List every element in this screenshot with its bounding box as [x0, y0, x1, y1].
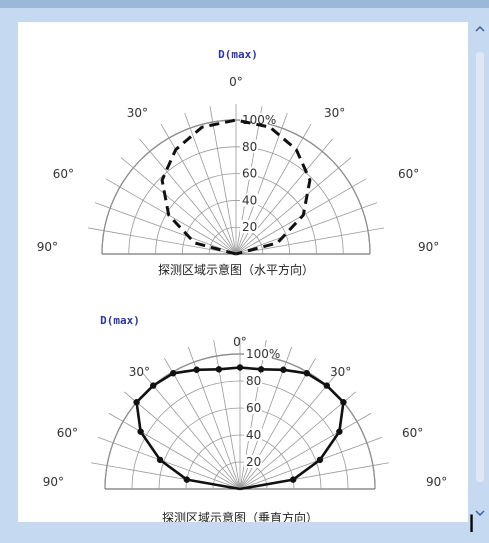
grid-spoke [235, 202, 378, 255]
data-point [215, 366, 223, 373]
data-point [316, 456, 324, 464]
grid-spoke [88, 227, 237, 255]
data-point [257, 366, 265, 373]
grid-spoke [213, 340, 241, 490]
scroll-up-icon[interactable] [475, 24, 485, 34]
grid-spoke [105, 178, 237, 255]
tick-label-bg [240, 166, 258, 180]
angle-label: 60° [57, 426, 78, 440]
image-panel: D(max) 20 40 60 80 100% 0° 30° 30° 60° 60° 90° 90° … [18, 22, 475, 538]
grid-spoke [235, 227, 384, 255]
grid-spoke [239, 372, 338, 490]
data-point [137, 428, 144, 435]
angle-label: 0° [229, 75, 243, 89]
angle-label: 60° [53, 167, 74, 181]
grid-spoke [160, 123, 237, 255]
data-point [340, 399, 347, 406]
angle-label: 30° [129, 365, 150, 379]
series-line [160, 118, 312, 256]
grid-spoke [239, 436, 383, 490]
radial-tick-label: 100% [246, 347, 280, 361]
angle-label: 30° [324, 106, 345, 120]
data-point [156, 456, 164, 464]
grid-spoke [209, 106, 237, 255]
data-point [289, 476, 297, 483]
data-point [303, 370, 311, 377]
grid-spoke [97, 436, 241, 490]
data-point [133, 399, 140, 406]
grid-spoke [94, 202, 237, 255]
radial-tick-label: 60 [242, 167, 257, 181]
grid-spoke [235, 138, 333, 255]
tick-label-bg [244, 401, 262, 414]
radial-tick-label: 100% [242, 113, 276, 127]
text-cursor-icon: I [468, 510, 476, 538]
vertical-scrollbar[interactable] [474, 22, 486, 522]
scrollbar-thumb[interactable] [476, 52, 484, 482]
tick-label-bg [240, 193, 258, 207]
grid-spoke [239, 413, 372, 490]
data-point [193, 366, 200, 373]
data-point [336, 428, 343, 435]
chart-title: D(max) [218, 48, 258, 61]
tick-label-bg [244, 374, 262, 387]
radial-tick-label: 40 [246, 428, 261, 442]
angle-label: 60° [398, 167, 419, 181]
data-point [150, 382, 157, 389]
chart-caption: 探测区域示意图（垂直方向） [162, 510, 318, 522]
tick-label-bg [240, 220, 258, 234]
data-point [169, 370, 177, 377]
radial-tick-label: 80 [246, 374, 261, 388]
angle-label: 90° [43, 475, 64, 489]
grid-spoke [235, 157, 352, 255]
angle-label: 30° [330, 365, 351, 379]
angle-label: 30° [127, 106, 148, 120]
radial-tick-label: 80 [242, 140, 257, 154]
angle-label: 0° [233, 335, 247, 349]
window-top-bar [0, 0, 489, 8]
angle-label: 90° [37, 240, 58, 254]
grid-spoke [108, 413, 241, 490]
radial-tick-label: 60 [246, 401, 261, 415]
grid-spoke [239, 391, 357, 490]
tick-label-bg [240, 139, 258, 153]
angle-label: 90° [418, 240, 439, 254]
angle-label: 90° [426, 475, 447, 489]
grid-spoke [164, 357, 241, 490]
grid-spoke [142, 372, 241, 490]
grid-spoke [139, 138, 237, 255]
chart-title: D(max) [100, 314, 140, 327]
grid-spoke [120, 157, 237, 255]
data-point [280, 366, 287, 373]
angle-label: 60° [402, 426, 423, 440]
data-point [183, 476, 191, 483]
grid-spoke [123, 391, 241, 490]
data-point [323, 382, 330, 389]
tick-label-bg [244, 455, 262, 468]
chart-caption: 探测区域示意图（水平方向） [158, 262, 314, 277]
radial-tick-label: 20 [246, 455, 261, 469]
tick-label-bg [244, 428, 262, 441]
data-point [236, 364, 244, 371]
tick-label-bg [244, 347, 272, 360]
grid-spoke [184, 112, 237, 255]
radial-tick-label: 20 [242, 220, 257, 234]
scroll-down-icon[interactable] [475, 508, 485, 518]
radial-tick-label: 40 [242, 193, 257, 207]
